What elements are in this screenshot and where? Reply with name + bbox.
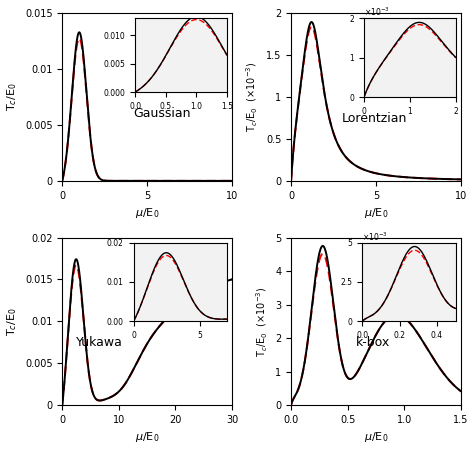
- Y-axis label: T$_c$/E$_0$  ($\times10^{-3}$): T$_c$/E$_0$ ($\times10^{-3}$): [254, 286, 270, 356]
- Text: Yukawa: Yukawa: [76, 337, 123, 350]
- Text: Lorentzian: Lorentzian: [342, 112, 407, 125]
- X-axis label: $\mu$/E$_0$: $\mu$/E$_0$: [135, 206, 159, 220]
- Y-axis label: T$_c$/E$_0$  ($\times10^{-3}$): T$_c$/E$_0$ ($\times10^{-3}$): [245, 62, 260, 132]
- Text: Gaussian: Gaussian: [134, 107, 191, 120]
- Y-axis label: T$_c$/E$_0$: T$_c$/E$_0$: [6, 83, 19, 112]
- Y-axis label: T$_c$/E$_0$: T$_c$/E$_0$: [6, 307, 19, 336]
- X-axis label: $\mu$/E$_0$: $\mu$/E$_0$: [135, 431, 159, 445]
- X-axis label: $\mu$/E$_0$: $\mu$/E$_0$: [364, 206, 388, 220]
- Text: k-box: k-box: [356, 337, 390, 350]
- X-axis label: $\mu$/E$_0$: $\mu$/E$_0$: [364, 431, 388, 445]
